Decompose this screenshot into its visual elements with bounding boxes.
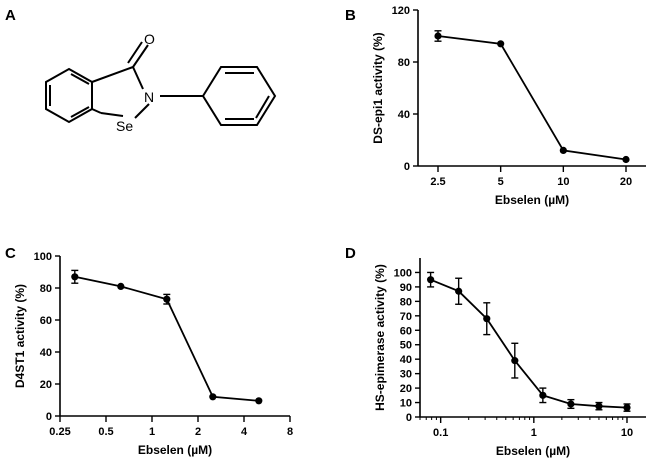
y-axis-label: DS-epi1 activity (%) [371,32,385,143]
x-tick-label: 4 [241,426,248,438]
y-tick-label: 70 [400,311,412,323]
chart-hs-epimerase: 0 10 20 30 40 50 60 70 80 90 100 0.1 1 10 Ebselen (µM)… [373,258,646,458]
double-bond [70,106,90,118]
y-tick-label: 0 [406,412,412,424]
x-tick-label: 2.5 [430,176,445,188]
y-tick-label: 90 [400,282,412,294]
chart-d4st1: 0 20 40 60 80 100 0.25 0.5 1 2 4 8 Ebselen (µM) D4ST1… [13,251,293,457]
carbonyl-bond [132,44,149,68]
data-point [434,32,442,40]
y-tick-label: 100 [394,267,412,279]
atom-nitrogen: N [144,89,154,105]
x-tick-label: 10 [621,427,633,439]
y-tick-label: 80 [400,296,412,308]
y-tick-label: 40 [40,347,52,359]
double-bond [70,73,90,85]
chart-ds-epi1: 0 40 80 120 2.5 5 10 20 Ebselen (µM) DS-epi1 acti… [371,5,646,207]
panel-label-c: C [5,245,16,262]
data-point [623,404,631,412]
x-tick-label: 5 [498,176,504,188]
data-point [497,40,505,48]
data-point [483,315,491,323]
ebselen-structure [45,41,277,126]
y-tick-label: 30 [400,369,412,381]
bond-co-n [132,66,144,90]
data-point [595,402,603,410]
data-point [567,400,575,408]
panel-label-a: A [5,7,16,24]
x-axis-label: Ebselen (µM) [496,444,570,458]
bond-n-se [134,103,150,119]
y-tick-label: 0 [404,161,410,173]
y-tick-label: 40 [400,354,412,366]
data-point [117,282,125,290]
phenyl-ring [201,66,277,126]
x-tick-label: 10 [557,176,569,188]
data-point [455,287,463,295]
y-tick-label: 60 [400,325,412,337]
y-tick-label: 20 [400,383,412,395]
y-tick-label: 40 [398,109,410,121]
y-tick-label: 80 [398,57,410,69]
y-tick-label: 10 [400,398,412,410]
x-axis-label: Ebselen (µM) [495,193,569,207]
x-tick-label: 2 [195,426,201,438]
data-point [163,295,171,303]
double-bond [255,95,270,119]
panel-label-b: B [345,7,356,24]
benzene-ring-left [45,67,93,124]
series-line [437,35,627,161]
atom-selenium: Se [116,118,133,134]
x-tick-label: 0.25 [49,426,70,438]
data-point [71,273,79,281]
x-tick-label: 8 [287,426,293,438]
y-tick-label: 80 [40,283,52,295]
data-point [427,276,435,284]
y-tick-label: 50 [400,340,412,352]
y-tick-label: 60 [40,315,52,327]
bond-c-se [91,108,102,114]
data-point [511,357,519,365]
y-axis-label: D4ST1 activity (%) [13,284,27,388]
data-point [255,397,263,405]
y-tick-label: 0 [46,411,52,423]
y-axis-label: HS-epimerase activity (%) [373,264,387,411]
panel-label-d: D [345,245,356,262]
data-point [559,146,567,154]
y-tick-label: 120 [392,5,410,17]
x-tick-label: 0.1 [433,427,448,439]
bond-se-c [100,112,124,117]
x-tick-label: 1 [149,426,155,438]
data-point [622,155,630,164]
x-tick-label: 0.5 [98,426,113,438]
atom-oxygen: O [144,31,155,47]
x-axis-label: Ebselen (µM) [138,443,212,457]
bond-c-co [91,66,134,83]
series-line [430,278,628,409]
y-tick-label: 20 [40,379,52,391]
data-point [209,393,217,401]
data-point [539,391,547,399]
y-tick-label: 100 [34,251,52,263]
x-tick-label: 1 [531,427,537,439]
x-tick-label: 20 [620,176,632,188]
carbonyl-bond [127,41,143,64]
